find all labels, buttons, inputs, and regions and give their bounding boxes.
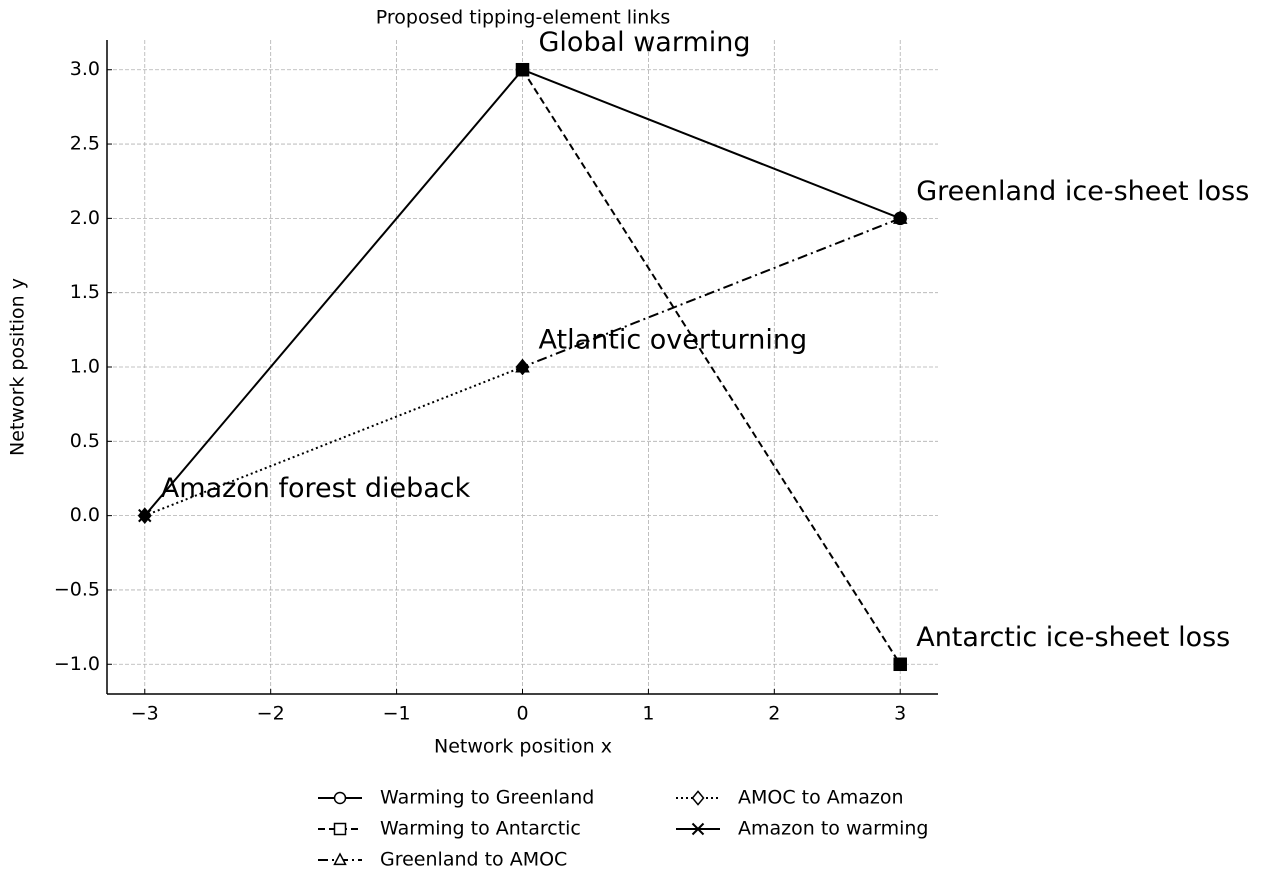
y-tick-label: −1.0	[54, 653, 100, 675]
marker	[892, 210, 908, 224]
node-label: Amazon forest dieback	[161, 473, 471, 504]
x-tick-label: 3	[894, 703, 906, 725]
node-label: Greenland ice-sheet loss	[916, 176, 1249, 207]
legend-label: Warming to Antarctic	[380, 818, 581, 840]
chart-title: Proposed tipping-element links	[376, 7, 671, 29]
series-line	[521, 69, 902, 665]
y-tick-label: 1.5	[70, 281, 100, 303]
marker	[333, 852, 347, 866]
y-tick-label: 3.0	[70, 58, 100, 80]
marker	[691, 790, 705, 806]
marker	[333, 791, 347, 805]
node-label: Atlantic overturning	[539, 325, 808, 356]
legend-label: Amazon to warming	[738, 818, 929, 840]
y-tick-label: 2.0	[70, 207, 100, 229]
marker	[138, 508, 152, 523]
x-tick-label: −1	[383, 703, 411, 725]
y-tick-label: −0.5	[54, 578, 100, 600]
marker	[515, 63, 530, 77]
y-tick-label: 0.5	[70, 430, 100, 452]
x-axis-label: Network position x	[434, 736, 612, 758]
series-line	[144, 69, 524, 517]
marker	[333, 822, 347, 836]
marker	[691, 822, 705, 836]
node-label: Antarctic ice-sheet loss	[916, 622, 1230, 653]
marker	[893, 657, 907, 672]
legend-label: Greenland to AMOC	[380, 849, 567, 871]
node-label: Global warming	[539, 27, 751, 58]
x-tick-label: 1	[642, 703, 654, 725]
series-line	[522, 68, 901, 220]
y-tick-label: 2.5	[70, 133, 100, 155]
x-tick-label: 0	[516, 703, 528, 725]
y-tick-label: 0.0	[70, 504, 100, 526]
x-tick-label: 2	[768, 703, 780, 725]
x-tick-label: −2	[257, 703, 285, 725]
marker	[515, 358, 530, 376]
legend-label: AMOC to Amazon	[738, 787, 904, 809]
legend-label: Warming to Greenland	[380, 787, 594, 809]
y-tick-label: 1.0	[70, 356, 100, 378]
y-axis-label: Network position y	[7, 278, 29, 456]
series-line	[522, 217, 901, 368]
x-tick-label: −3	[131, 703, 159, 725]
